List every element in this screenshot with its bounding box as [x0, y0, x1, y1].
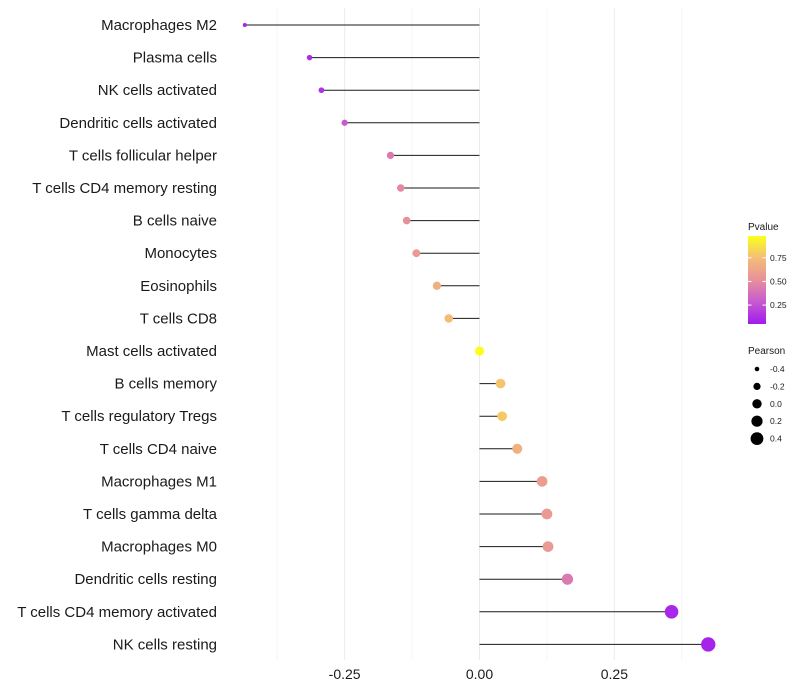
category-label: Dendritic cells resting: [74, 571, 217, 588]
pearson-legend: Pearson -0.4 -0.2 0.0 0.2 0.4: [748, 346, 785, 445]
pearson-legend-label: 0.4: [770, 434, 782, 444]
category-label: T cells CD4 memory resting: [32, 180, 217, 197]
x-tick-label: 0.00: [466, 666, 493, 682]
category-label: Monocytes: [144, 245, 217, 262]
pearson-legend-dot: [753, 382, 761, 390]
data-point: [386, 151, 395, 160]
pvalue-colorbar: [748, 236, 766, 324]
category-label: B cells memory: [114, 376, 217, 393]
data-point: [242, 23, 247, 27]
category-label: T cells CD4 memory activated: [17, 604, 217, 621]
data-point: [664, 605, 679, 619]
pearson-legend-label: 0.0: [770, 399, 782, 409]
data-point: [412, 249, 421, 258]
data-point: [561, 573, 574, 585]
category-label: T cells CD8: [140, 310, 217, 327]
category-label: T cells regulatory Tregs: [61, 408, 217, 425]
category-label: Plasma cells: [133, 50, 217, 67]
pvalue-tick-label: 0.75: [770, 253, 787, 263]
data-point: [541, 508, 553, 520]
data-point: [432, 281, 442, 290]
category-label: T cells follicular helper: [69, 147, 217, 164]
pearson-legend-dot: [754, 366, 760, 372]
category-label: NK cells activated: [98, 82, 217, 99]
pvalue-tick-label: 0.25: [770, 300, 787, 310]
pearson-legend-label: -0.4: [770, 364, 785, 374]
x-axis-ticks: -0.25 0.00 0.25: [329, 666, 629, 682]
pearson-legend-dot: [751, 415, 763, 427]
data-point: [341, 119, 348, 126]
category-label: T cells gamma delta: [83, 506, 218, 523]
x-tick-label: -0.25: [329, 666, 361, 682]
pvalue-legend: Pvalue 0.25 0.50 0.75: [748, 222, 787, 324]
data-point: [495, 378, 506, 389]
pearson-legend-label: 0.2: [770, 416, 782, 426]
point-layer: [242, 23, 716, 652]
data-point: [402, 216, 411, 225]
pearson-legend-dot: [752, 399, 762, 409]
data-point: [444, 314, 454, 323]
pvalue-legend-title: Pvalue: [748, 222, 779, 233]
data-point: [536, 476, 548, 487]
pearson-legend-dot: [750, 432, 764, 445]
category-label: Mast cells activated: [86, 343, 217, 360]
stem-layer: [244, 24, 709, 645]
y-axis-labels: Macrophages M2 Plasma cells NK cells activ…: [17, 17, 217, 653]
data-point: [542, 541, 554, 552]
data-point: [512, 443, 523, 454]
data-point: [701, 637, 716, 652]
category-label: Dendritic cells activated: [59, 115, 217, 132]
pearson-legend-title: Pearson: [748, 346, 785, 357]
grid-layer: [276, 8, 683, 660]
data-point: [474, 346, 485, 356]
category-label: Macrophages M1: [101, 473, 217, 490]
pearson-legend-label: -0.2: [770, 381, 785, 391]
data-point: [396, 184, 405, 192]
data-point: [497, 411, 508, 422]
pvalue-tick-label: 0.50: [770, 276, 787, 286]
category-label: Macrophages M0: [101, 539, 217, 556]
data-point: [306, 54, 313, 61]
category-label: Eosinophils: [140, 278, 217, 295]
category-label: T cells CD4 naive: [100, 441, 217, 458]
category-label: B cells naive: [133, 213, 217, 230]
category-label: Macrophages M2: [101, 17, 217, 34]
data-point: [318, 87, 325, 94]
x-tick-label: 0.25: [601, 666, 628, 682]
category-label: NK cells resting: [113, 636, 217, 653]
